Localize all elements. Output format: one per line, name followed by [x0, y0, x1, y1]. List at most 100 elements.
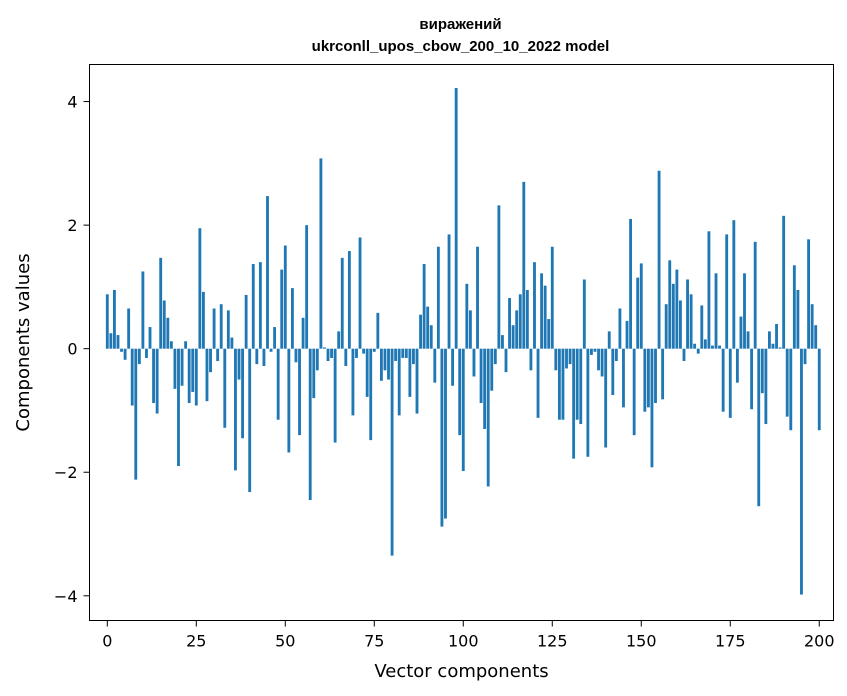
bar	[351, 348, 355, 416]
bar	[582, 279, 586, 349]
y-tick-label: −2	[54, 463, 78, 482]
bar	[184, 341, 188, 349]
bar	[483, 348, 487, 429]
bar	[251, 264, 255, 349]
bar	[814, 325, 818, 349]
bar	[803, 348, 807, 365]
bar	[330, 348, 333, 358]
bar	[155, 348, 159, 414]
y-tick-label: −4	[54, 587, 78, 606]
bar	[703, 339, 707, 349]
bar	[486, 348, 490, 487]
bar	[162, 300, 166, 349]
bar	[323, 347, 326, 349]
y-tick-label: 4	[67, 93, 77, 112]
bar	[223, 348, 227, 428]
bar	[753, 241, 757, 349]
bar	[604, 348, 608, 448]
bar	[611, 348, 615, 396]
bar	[347, 251, 351, 349]
bar	[404, 348, 408, 358]
bar	[461, 348, 465, 471]
bar	[436, 246, 440, 349]
bar	[451, 348, 455, 386]
bar	[757, 348, 761, 507]
bar	[419, 314, 422, 349]
bar	[721, 348, 725, 412]
bar	[728, 348, 732, 418]
y-axis-label: Components values	[13, 253, 34, 431]
bar	[105, 294, 109, 349]
bar	[522, 181, 526, 349]
x-tick-label: 0	[102, 632, 112, 651]
bar	[622, 348, 625, 408]
bar	[614, 348, 618, 362]
bar	[116, 335, 120, 349]
bar	[216, 348, 220, 362]
bar	[219, 304, 223, 349]
bar	[109, 333, 113, 349]
bar	[657, 170, 661, 349]
bar	[817, 348, 821, 431]
bar	[355, 348, 358, 358]
bar	[557, 348, 561, 420]
bar	[561, 348, 565, 420]
bar	[707, 231, 711, 349]
bar	[319, 158, 323, 349]
bar	[394, 348, 398, 362]
bar	[159, 257, 163, 349]
bar	[778, 347, 782, 349]
bar	[618, 308, 622, 349]
bar	[696, 348, 700, 354]
bar	[440, 348, 444, 527]
bar	[476, 246, 479, 349]
chart-title-line-2: ukrconll_upos_cbow_200_10_2022 model	[312, 38, 610, 55]
y-axis-ticks: −4 −2 0 2 4	[54, 93, 90, 606]
bar	[372, 348, 376, 352]
bar	[337, 331, 341, 349]
x-axis-ticks: 0 25 50 75 100 125 150 175 200	[102, 620, 835, 651]
bar	[525, 289, 529, 349]
bar	[518, 294, 522, 349]
bar	[671, 283, 675, 349]
bar	[169, 341, 173, 349]
bar	[290, 288, 294, 349]
bar	[718, 345, 722, 349]
bar	[664, 304, 668, 349]
bar	[682, 348, 686, 362]
bar	[276, 348, 280, 420]
x-tick-label: 100	[448, 632, 479, 651]
bar	[408, 348, 412, 397]
bar	[792, 265, 796, 349]
bar	[187, 348, 191, 404]
bar	[287, 348, 291, 453]
bar	[458, 348, 462, 436]
bar	[194, 348, 198, 406]
x-tick-label: 25	[186, 632, 206, 651]
x-axis-label: Vector components	[374, 661, 548, 682]
bar	[369, 348, 373, 441]
bar	[714, 273, 718, 349]
bar	[639, 263, 643, 349]
bar	[258, 262, 262, 349]
x-tick-label: 50	[275, 632, 295, 651]
bar	[134, 348, 138, 480]
bar	[305, 225, 309, 349]
bar	[661, 348, 665, 400]
bar	[529, 348, 533, 371]
bar	[597, 348, 600, 371]
bar	[280, 269, 284, 349]
bar	[607, 331, 611, 349]
bar	[764, 348, 768, 425]
bar	[515, 310, 519, 349]
x-tick-label: 150	[626, 632, 657, 651]
bar	[629, 218, 633, 349]
bar	[273, 327, 277, 349]
bar	[137, 348, 141, 365]
bar	[504, 348, 508, 373]
bar	[358, 237, 362, 349]
bar	[226, 310, 230, 349]
bar	[180, 348, 184, 386]
bar	[269, 348, 273, 352]
